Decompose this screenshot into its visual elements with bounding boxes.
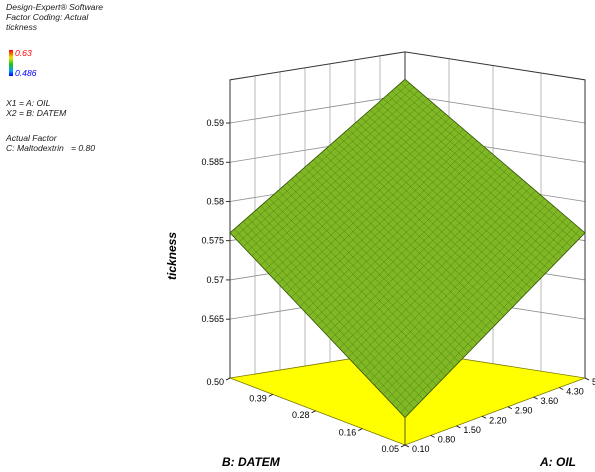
a-tick-mark bbox=[430, 435, 435, 438]
factor-x2: X2 = B: DATEM bbox=[6, 108, 67, 118]
surface-mesh-line bbox=[339, 136, 518, 303]
surface-mesh-line bbox=[243, 90, 419, 247]
surface-mesh-line bbox=[352, 125, 532, 289]
surface-mesh-line bbox=[400, 83, 581, 238]
software-name: Design-Expert® Software bbox=[6, 2, 104, 12]
surface-mesh-line bbox=[234, 83, 410, 238]
surface-mesh-line bbox=[238, 86, 415, 243]
surface-mesh-line bbox=[374, 106, 554, 266]
surface-mesh-line bbox=[295, 136, 473, 303]
legend-max-value: 0.63 bbox=[15, 48, 32, 58]
surface-mesh-line bbox=[365, 113, 545, 275]
factor-coding: Factor Coding: Actual bbox=[6, 12, 89, 22]
surface-mesh-line bbox=[273, 117, 451, 280]
z-tick-label: 0.585 bbox=[201, 157, 224, 167]
a-axis-title: A: OIL bbox=[539, 455, 576, 469]
surface-mesh-line bbox=[308, 148, 487, 317]
b-tick-label: 0.16 bbox=[339, 428, 357, 438]
surface-mesh-line bbox=[387, 94, 568, 252]
actual-factor-value: C: Maltodextrin = 0.80 bbox=[6, 143, 96, 153]
surface-mesh-line bbox=[383, 98, 563, 257]
a-tick-mark bbox=[559, 387, 564, 390]
b-axis-title: B: DATEM bbox=[222, 455, 281, 469]
surface-mesh-line bbox=[330, 144, 509, 312]
a-tick-label: 4.30 bbox=[566, 387, 584, 397]
actual-factor-heading: Actual Factor bbox=[6, 133, 57, 143]
surface-mesh-line bbox=[282, 125, 460, 289]
z-tick-label: 0.58 bbox=[206, 196, 224, 206]
a-tick-label: 1.50 bbox=[463, 425, 481, 435]
z-tick-label: 0.565 bbox=[201, 314, 224, 324]
surface-mesh-line bbox=[247, 94, 424, 252]
b-tick-mark bbox=[358, 428, 363, 431]
response-name: tickness bbox=[6, 22, 38, 32]
response-surface bbox=[229, 78, 586, 419]
z-axis-title: tickness bbox=[165, 232, 179, 280]
a-tick-label: 5.00 bbox=[592, 377, 595, 387]
surface-mesh-line bbox=[343, 132, 523, 298]
a-tick-mark bbox=[584, 377, 590, 381]
b-tick-mark bbox=[268, 394, 273, 397]
surface-mesh-line bbox=[313, 152, 491, 321]
b-tick-mark bbox=[225, 377, 231, 381]
surface-mesh-line bbox=[264, 109, 442, 270]
a-tick-mark bbox=[481, 415, 487, 419]
legend-min-value: 0.486 bbox=[15, 68, 37, 78]
surface-mesh-line bbox=[369, 109, 550, 270]
a-tick-mark bbox=[533, 396, 538, 400]
z-tick-label: 0.575 bbox=[201, 236, 224, 246]
surface-mesh-line bbox=[361, 117, 541, 280]
surface-mesh-line bbox=[269, 113, 446, 275]
surface-mesh-line bbox=[317, 155, 496, 326]
surface-mesh-line bbox=[396, 86, 577, 243]
a-tick-mark bbox=[404, 444, 410, 448]
a-tick-mark bbox=[456, 425, 461, 429]
b-tick-label: 0.05 bbox=[381, 444, 399, 454]
factor-x1: X1 = A: OIL bbox=[6, 98, 51, 108]
surface-mesh-line bbox=[304, 144, 482, 312]
surface-mesh-line bbox=[348, 129, 527, 294]
surface-mesh-line bbox=[326, 148, 505, 317]
a-tick-mark bbox=[507, 406, 513, 410]
a-tick-label: 0.10 bbox=[412, 444, 430, 454]
surface-mesh-line bbox=[278, 121, 455, 284]
surface-mesh-line bbox=[391, 90, 572, 247]
a-tick-label: 2.20 bbox=[489, 415, 507, 425]
a-tick-label: 3.60 bbox=[541, 396, 559, 406]
z-tick-label: 0.59 bbox=[206, 118, 224, 128]
surface-mesh-line bbox=[334, 140, 514, 307]
surface-mesh-line bbox=[256, 102, 433, 261]
b-tick-mark bbox=[311, 410, 316, 414]
surface-mesh-line bbox=[356, 121, 536, 284]
surface-mesh-line bbox=[299, 140, 478, 307]
b-tick-label: 0.39 bbox=[249, 393, 267, 403]
a-tick-label: 0.80 bbox=[438, 434, 456, 444]
surface-mesh-line bbox=[286, 129, 464, 293]
z-tick-label: 0.57 bbox=[206, 275, 224, 285]
surface-mesh-line bbox=[260, 106, 437, 266]
color-legend-bar bbox=[9, 50, 13, 76]
surface-mesh-line bbox=[251, 98, 428, 257]
surface-mesh-line bbox=[291, 132, 469, 298]
b-tick-label: 0.28 bbox=[292, 410, 310, 420]
b-tick-label: 0.50 bbox=[206, 377, 224, 387]
surface-mesh-line bbox=[321, 152, 500, 321]
b-tick-mark bbox=[400, 444, 406, 448]
a-tick-label: 2.90 bbox=[515, 406, 533, 416]
surface-mesh-line bbox=[378, 102, 559, 261]
